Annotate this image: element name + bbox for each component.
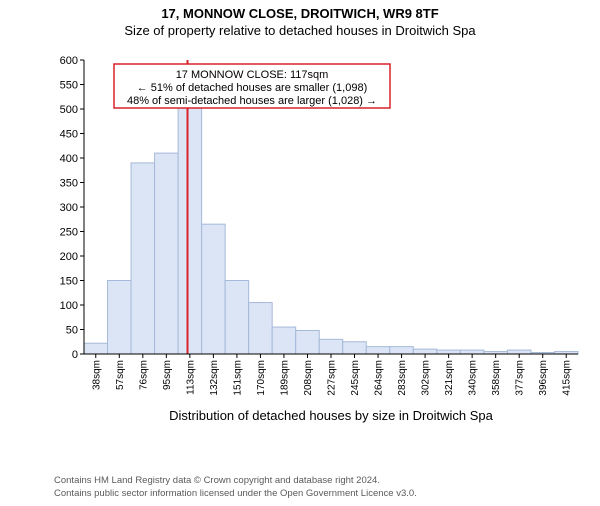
y-tick-label: 350 — [60, 178, 78, 190]
x-tick-label: 264sqm — [374, 360, 385, 396]
footer-attribution: Contains HM Land Registry data © Crown c… — [54, 475, 417, 500]
y-tick-label: 550 — [60, 80, 78, 92]
subtitle: Size of property relative to detached ho… — [0, 23, 600, 38]
x-tick-label: 283sqm — [397, 360, 408, 396]
x-tick-label: 321sqm — [444, 360, 455, 396]
x-tick-label: 227sqm — [327, 360, 338, 396]
x-tick-label: 189sqm — [279, 360, 290, 396]
x-tick-label: 113sqm — [185, 360, 196, 395]
histogram-bar — [155, 153, 179, 354]
x-tick-label: 132sqm — [209, 360, 220, 396]
histogram-chart: 0 50 100 150 200 250 300 350 400 450 500 550 600 38sq… — [54, 54, 584, 426]
x-tick-label: 95sqm — [162, 360, 173, 390]
x-tick-label: 57sqm — [115, 360, 126, 390]
histogram-bar — [225, 281, 249, 355]
y-tick-label: 100 — [60, 300, 78, 312]
address-title: 17, MONNOW CLOSE, DROITWICH, WR9 8TF — [0, 6, 600, 21]
histogram-bar — [413, 349, 437, 354]
x-tick-label: 396sqm — [538, 360, 549, 396]
x-tick-label: 245sqm — [350, 360, 361, 396]
x-tick-label: 151sqm — [232, 360, 243, 396]
histogram-bar — [249, 303, 273, 354]
footer-line-1: Contains HM Land Registry data © Crown c… — [54, 475, 417, 487]
x-tick-label: 340sqm — [468, 360, 479, 396]
x-axis-label: Distribution of detached houses by size … — [169, 408, 493, 423]
x-tick-label: 415sqm — [562, 360, 573, 396]
x-tick-label: 302sqm — [421, 360, 432, 396]
histogram-bar — [366, 347, 390, 354]
histogram-bar — [108, 281, 132, 355]
histogram-bar — [343, 342, 367, 354]
histogram-bar — [202, 224, 226, 354]
histogram-bar — [390, 347, 414, 354]
info-line-3: 48% of semi-detached houses are larger (… — [127, 95, 377, 107]
chart-svg: 0 50 100 150 200 250 300 350 400 450 500 550 600 38sq… — [54, 54, 584, 426]
histogram-bar — [319, 339, 343, 354]
y-tick-label: 250 — [60, 227, 78, 239]
histogram-bar — [131, 163, 155, 354]
y-tick-label: 400 — [60, 153, 78, 165]
histogram-bar — [507, 350, 531, 354]
x-tick-label: 377sqm — [515, 360, 526, 396]
info-line-2: ← 51% of detached houses are smaller (1,… — [137, 82, 368, 94]
histogram-bar — [272, 327, 296, 354]
x-tick-label: 76sqm — [138, 360, 149, 390]
histogram-bar — [84, 343, 108, 354]
y-tick-label: 0 — [72, 349, 78, 361]
x-tick-label: 38sqm — [91, 360, 102, 390]
title-block: 17, MONNOW CLOSE, DROITWICH, WR9 8TF Siz… — [0, 6, 600, 38]
y-tick-label: 150 — [60, 276, 78, 288]
y-tick-label: 600 — [60, 55, 78, 67]
y-tick-label: 50 — [66, 325, 78, 337]
histogram-bar — [296, 330, 320, 354]
x-tick-label: 170sqm — [256, 360, 267, 396]
x-tick-label: 208sqm — [303, 360, 314, 396]
y-tick-label: 300 — [60, 202, 78, 214]
y-tick-label: 200 — [60, 251, 78, 263]
histogram-bar — [460, 350, 484, 354]
histogram-bar — [178, 107, 202, 354]
footer-line-2: Contains public sector information licen… — [54, 488, 417, 500]
x-tick-label: 358sqm — [491, 360, 502, 396]
y-tick-label: 450 — [60, 129, 78, 141]
info-line-1: 17 MONNOW CLOSE: 117sqm — [176, 69, 329, 81]
y-tick-label: 500 — [60, 104, 78, 116]
histogram-bar — [437, 350, 461, 354]
